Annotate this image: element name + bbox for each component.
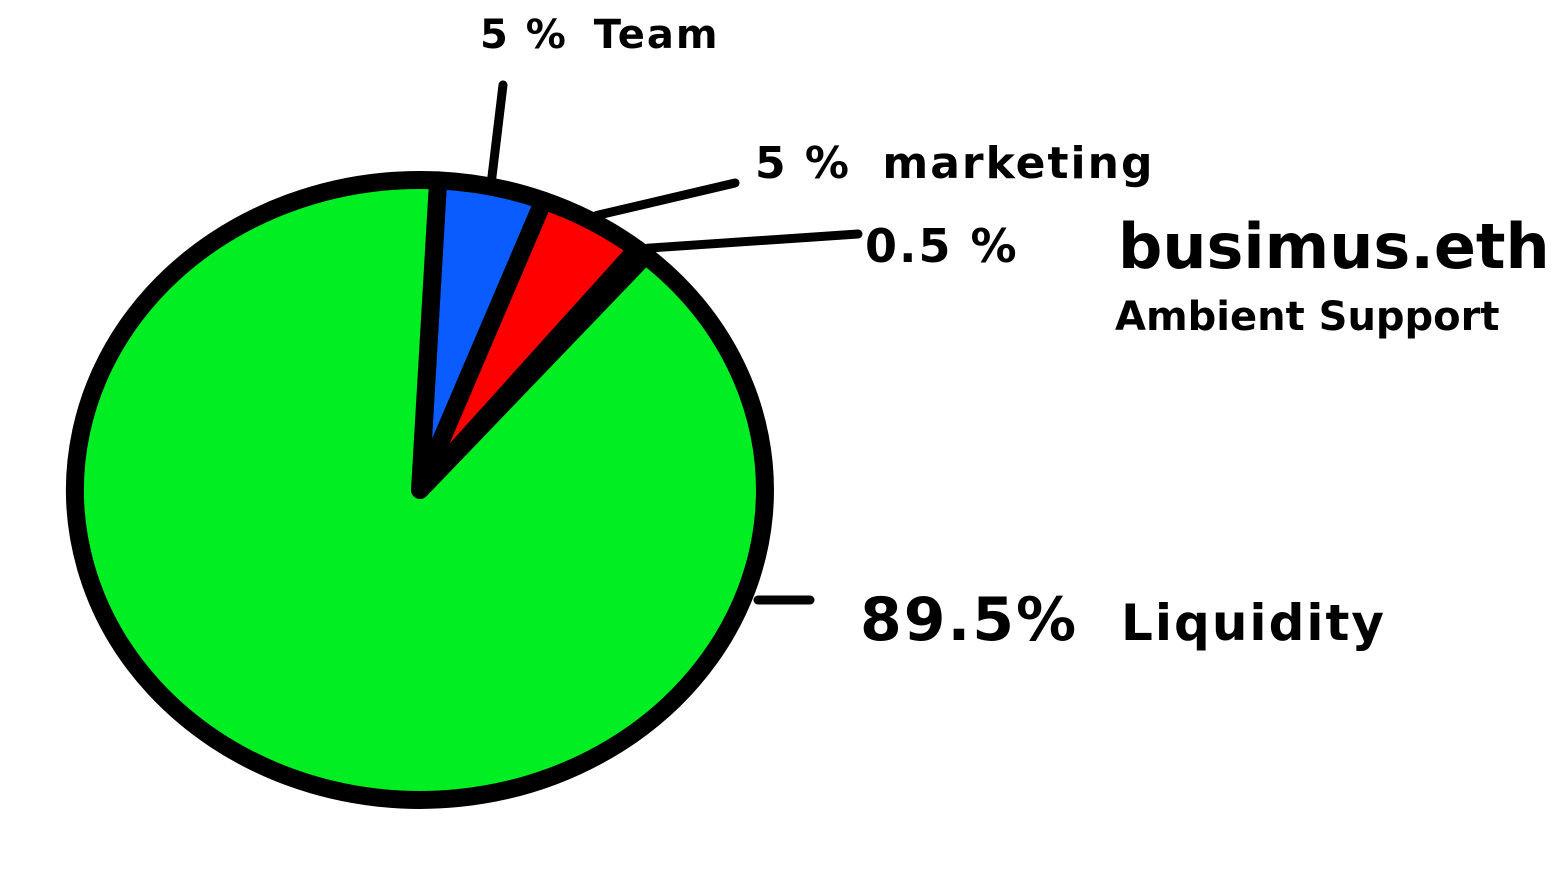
leader-line-marketing	[592, 178, 740, 221]
leader-line-team	[487, 80, 508, 184]
pie-slice-liquidity	[66, 170, 774, 809]
slice-label-busimus-percent: 0.5 %	[865, 219, 1019, 273]
team-percent: 5 %	[480, 12, 568, 58]
team-name: Team	[594, 12, 720, 58]
leader-lines	[487, 80, 863, 605]
slice-label-busimus: busimus.eth	[1118, 210, 1550, 283]
pie-slices	[66, 170, 774, 809]
slice-label-liquidity: 89.5% Liquidity	[860, 585, 1386, 655]
slice-label-marketing: 5 % marketing	[755, 138, 1154, 189]
marketing-name: marketing	[882, 138, 1154, 189]
slice-sublabel-busimus: Ambient Support	[1115, 294, 1500, 340]
slice-label-team: 5 % Team	[480, 12, 720, 58]
leader-line-busimus	[642, 229, 863, 253]
liquidity-name: Liquidity	[1121, 594, 1386, 652]
marketing-percent: 5 %	[755, 138, 851, 189]
liquidity-percent: 89.5%	[860, 585, 1078, 655]
